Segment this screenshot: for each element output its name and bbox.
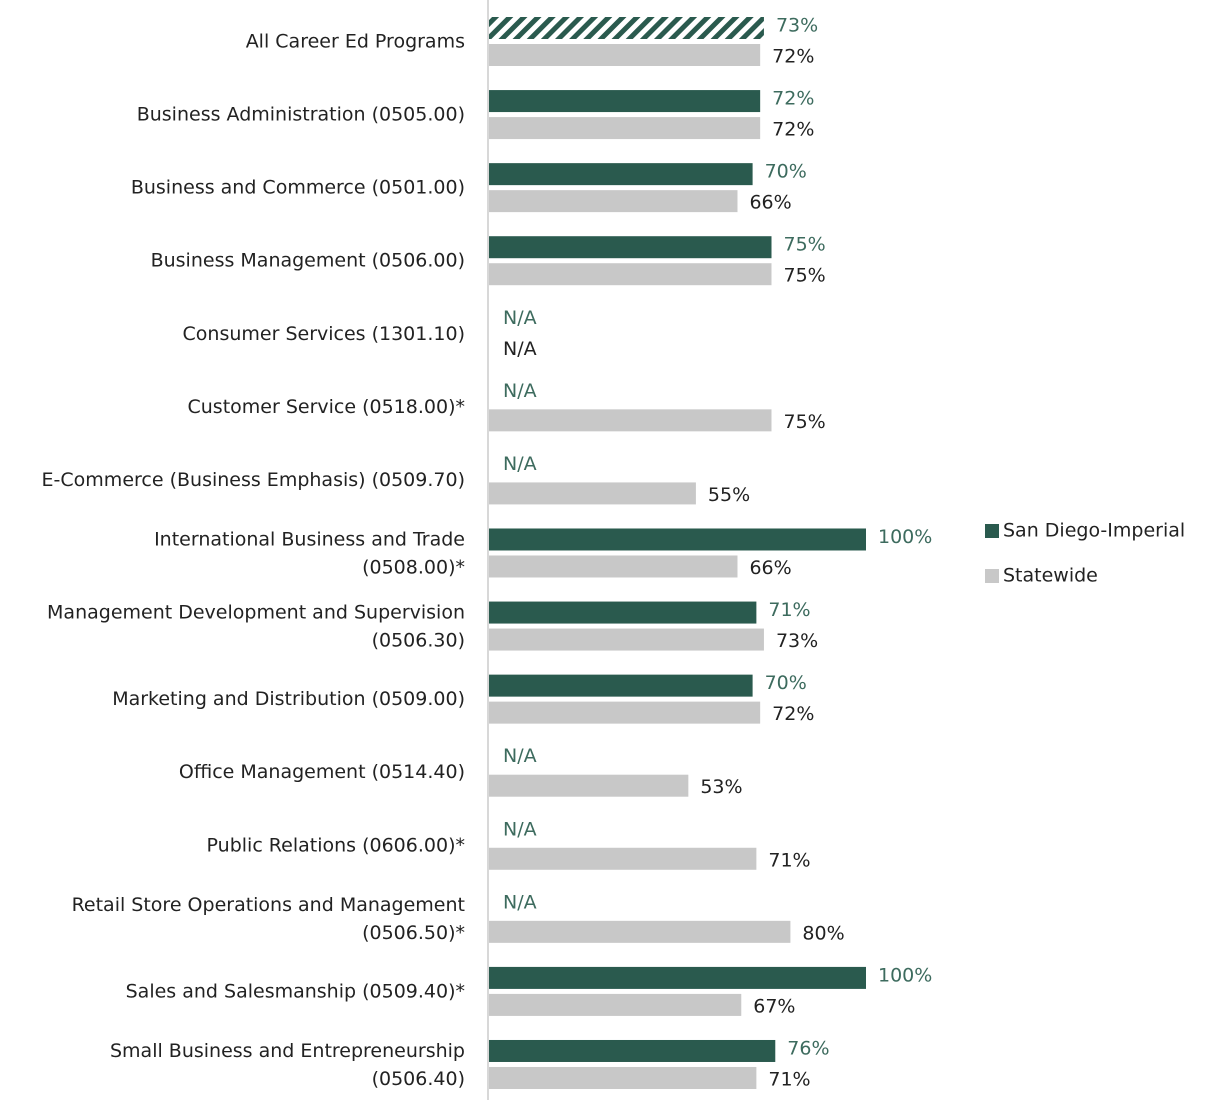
value-label: 70% xyxy=(765,672,807,694)
bar xyxy=(489,263,772,286)
bar xyxy=(489,774,689,797)
category-label: E-Commerce (Business Emphasis) (0509.70) xyxy=(42,469,465,491)
bar xyxy=(489,409,772,432)
bar xyxy=(489,236,772,259)
value-label: 66% xyxy=(749,192,791,214)
category-label: Consumer Services (1301.10) xyxy=(183,323,465,345)
value-label: 100% xyxy=(878,526,932,548)
value-label: 72% xyxy=(772,46,814,68)
category-label: Sales and Salesmanship (0509.40)* xyxy=(126,980,465,1002)
legend-label: San Diego-Imperial xyxy=(1003,520,1185,542)
bar xyxy=(489,966,866,989)
legend-swatch xyxy=(985,524,999,538)
value-label: 53% xyxy=(700,776,742,798)
bar xyxy=(489,601,757,624)
value-label: 71% xyxy=(768,599,810,621)
value-label: 67% xyxy=(753,995,795,1017)
category-label: Business Management (0506.00) xyxy=(151,250,465,272)
bar xyxy=(489,920,791,943)
value-label: 55% xyxy=(708,484,750,506)
bar xyxy=(489,993,742,1016)
bar xyxy=(489,163,753,186)
value-label: 66% xyxy=(749,557,791,579)
value-label: 72% xyxy=(772,703,814,725)
value-label: 80% xyxy=(802,922,844,944)
value-label: 70% xyxy=(765,161,807,183)
value-label: N/A xyxy=(503,338,537,360)
value-label: 75% xyxy=(784,234,826,256)
category-label: Management Development and Supervision (0… xyxy=(47,601,465,651)
legend-label: Statewide xyxy=(1003,565,1098,587)
value-label: 75% xyxy=(784,411,826,433)
category-label: Marketing and Distribution (0509.00) xyxy=(112,688,465,710)
value-label: 100% xyxy=(878,964,932,986)
value-label: N/A xyxy=(503,818,537,840)
value-label: N/A xyxy=(503,453,537,475)
bar xyxy=(489,1039,776,1062)
bar xyxy=(489,117,761,140)
bar xyxy=(489,90,761,113)
bar xyxy=(489,555,738,578)
bar xyxy=(489,17,764,39)
value-label: 71% xyxy=(768,1068,810,1090)
bar xyxy=(489,628,764,651)
value-label: 75% xyxy=(784,265,826,287)
value-label: 72% xyxy=(772,88,814,110)
category-label: International Business and Trade (0508.00… xyxy=(154,528,465,578)
bar xyxy=(489,482,696,505)
value-label: 73% xyxy=(776,15,818,37)
bar xyxy=(489,190,738,213)
category-label: Business Administration (0505.00) xyxy=(137,104,465,126)
category-label: Business and Commerce (0501.00) xyxy=(131,177,465,199)
bar xyxy=(489,1066,757,1089)
category-label: Customer Service (0518.00)* xyxy=(188,396,466,418)
bar xyxy=(489,44,761,66)
bar xyxy=(489,674,753,697)
value-label: 71% xyxy=(768,849,810,871)
value-label: N/A xyxy=(503,307,537,329)
value-label: 76% xyxy=(787,1037,829,1059)
value-label: 72% xyxy=(772,119,814,141)
value-label: N/A xyxy=(503,891,537,913)
bar xyxy=(489,847,757,870)
category-label: Public Relations (0606.00)* xyxy=(207,834,465,856)
category-label: Office Management (0514.40) xyxy=(179,761,465,783)
bar xyxy=(489,701,761,724)
category-label: All Career Ed Programs xyxy=(246,31,465,53)
legend-swatch xyxy=(985,569,999,583)
category-label: Small Business and Entrepreneurship (0506… xyxy=(110,1039,465,1089)
value-label: N/A xyxy=(503,745,537,767)
bar xyxy=(489,528,866,551)
category-label: Retail Store Operations and Management (0… xyxy=(72,893,465,943)
value-label: 73% xyxy=(776,630,818,652)
value-label: N/A xyxy=(503,380,537,402)
